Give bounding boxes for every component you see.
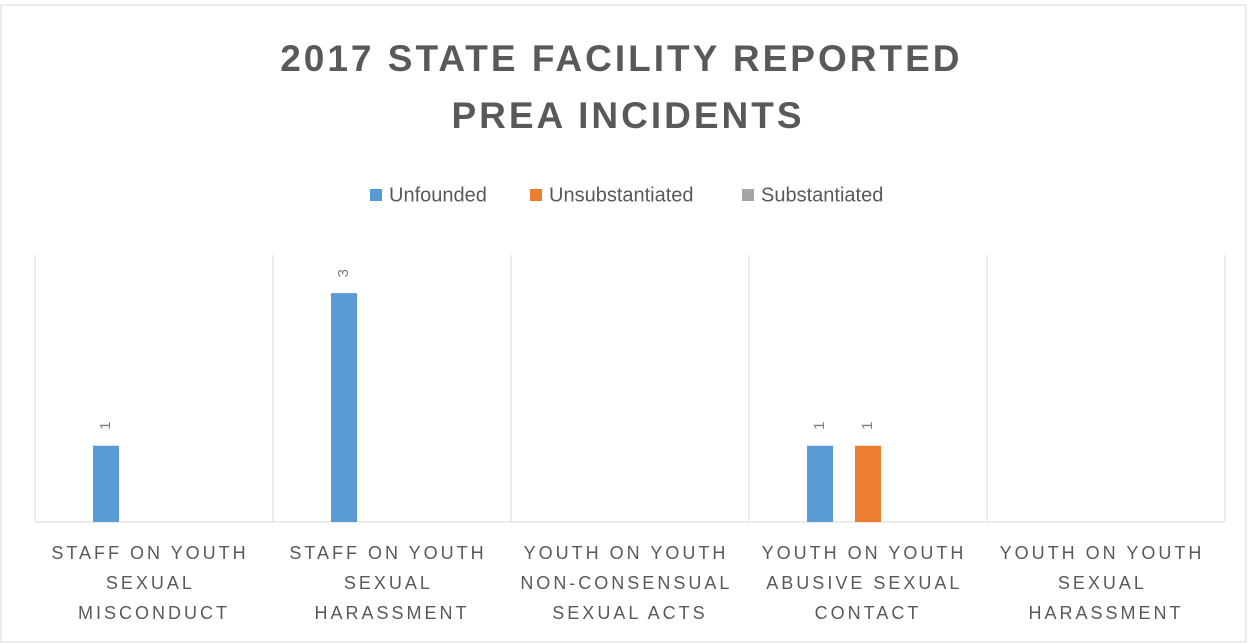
bar [331, 293, 357, 522]
x-tick-label: STAFF ON YOUTH SEXUAL MISCONDUCT [51, 543, 256, 623]
x-tick-label: YOUTH ON YOUTH NON-CONSENSUAL SEXUAL ACT… [520, 543, 739, 623]
legend-swatch [742, 189, 754, 201]
bar [807, 445, 833, 522]
legend-swatch [530, 189, 542, 201]
data-label: 1 [97, 422, 114, 430]
data-label: 3 [335, 269, 352, 277]
bar [93, 445, 119, 522]
x-tick-label: YOUTH ON YOUTH SEXUAL HARASSMENT [1000, 543, 1213, 623]
bar [855, 445, 881, 522]
data-label: 1 [811, 422, 828, 430]
legend-label: Substantiated [761, 184, 883, 206]
chart-title: 2017 STATE FACILITY REPORTED PREA INCIDE… [280, 38, 976, 136]
legend-label: Unsubstantiated [549, 184, 694, 206]
x-tick-label: STAFF ON YOUTH SEXUAL HARASSMENT [289, 543, 494, 623]
chart-frame [0, 4, 1247, 643]
x-tick-label: YOUTH ON YOUTH ABUSIVE SEXUAL CONTACT [762, 543, 975, 623]
legend-swatch [370, 189, 382, 201]
data-label: 1 [859, 422, 876, 430]
legend-label: Unfounded [389, 184, 487, 206]
